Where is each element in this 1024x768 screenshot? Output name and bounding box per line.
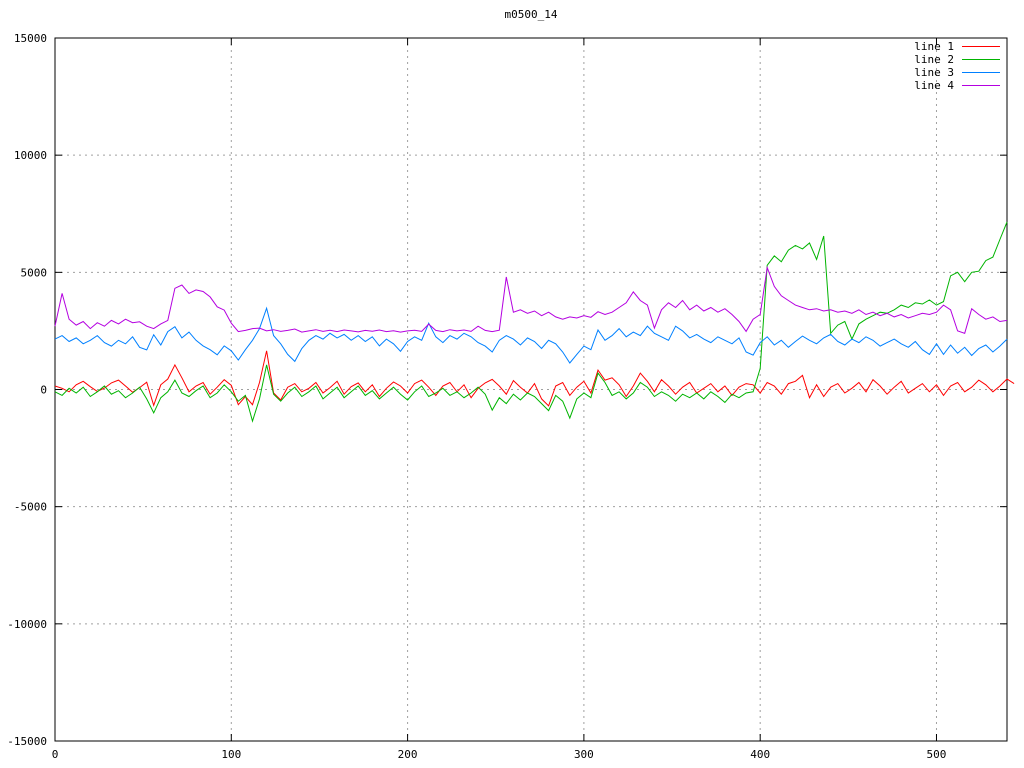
legend-line-sample-line-2 bbox=[962, 59, 1000, 60]
y-tick-label: 0 bbox=[40, 384, 47, 397]
legend-label: line 2 bbox=[914, 53, 954, 66]
gridlines bbox=[55, 38, 1007, 741]
legend-item-line-4: line 4 bbox=[914, 79, 1000, 92]
legend-label: line 1 bbox=[914, 40, 954, 53]
y-tick-label: 15000 bbox=[14, 32, 47, 45]
x-tick-label: 200 bbox=[398, 748, 418, 761]
x-tick-label: 300 bbox=[574, 748, 594, 761]
legend: line 1 line 2 line 3 line 4 bbox=[914, 40, 1000, 92]
legend-item-line-2: line 2 bbox=[914, 53, 1000, 66]
y-tick-label: -10000 bbox=[7, 618, 47, 631]
x-tick-label: 400 bbox=[750, 748, 770, 761]
series-line-3 bbox=[54, 306, 1008, 364]
chart-title: m0500_14 bbox=[504, 8, 558, 21]
legend-item-line-1: line 1 bbox=[914, 40, 1000, 53]
legend-line-sample-line-4 bbox=[962, 85, 1000, 86]
legend-line-sample-line-1 bbox=[962, 46, 1000, 47]
y-tick-label: 5000 bbox=[21, 266, 48, 279]
x-tick-label: 500 bbox=[927, 748, 947, 761]
legend-label: line 3 bbox=[914, 66, 954, 79]
y-tick-label: -15000 bbox=[7, 735, 47, 748]
x-tick-label: 0 bbox=[52, 748, 59, 761]
y-tick-label: -5000 bbox=[14, 501, 47, 514]
y-tick-label: 10000 bbox=[14, 149, 47, 162]
x-tick-label: 100 bbox=[221, 748, 241, 761]
plot-border bbox=[54, 37, 1008, 742]
legend-line-sample-line-3 bbox=[962, 72, 1000, 73]
series-line-4 bbox=[54, 265, 1008, 334]
series-line-2 bbox=[54, 221, 1008, 423]
series-line-1 bbox=[54, 350, 1015, 408]
legend-label: line 4 bbox=[914, 79, 954, 92]
tick-labels: 0 100 200 300 400 500 -15000 -10000 -5000 0 5000 10… bbox=[7, 32, 946, 761]
legend-item-line-3: line 3 bbox=[914, 66, 1000, 79]
